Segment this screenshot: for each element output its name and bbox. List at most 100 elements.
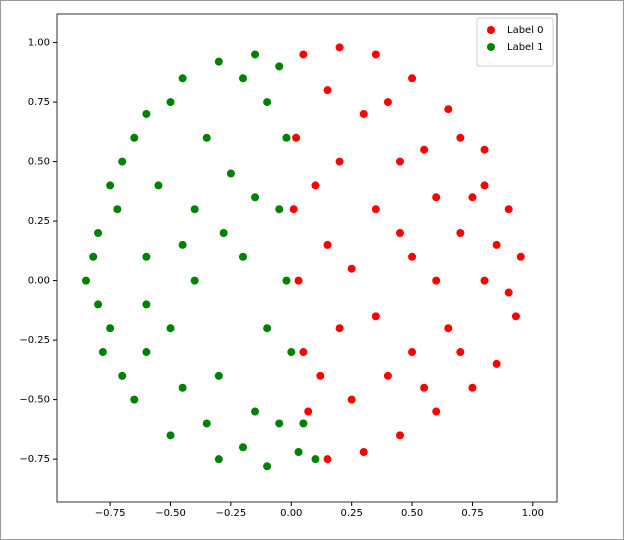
point (219, 229, 228, 238)
point (190, 205, 199, 214)
legend-label: Label 1 (507, 42, 544, 53)
point (311, 455, 320, 464)
x-tick-label: 0.25 (341, 508, 363, 519)
point (383, 98, 392, 107)
point (347, 264, 356, 273)
point (492, 359, 501, 368)
point (166, 324, 175, 333)
x-tick-label: 0.50 (401, 508, 423, 519)
legend-box (476, 17, 554, 67)
point (420, 145, 429, 154)
point (130, 395, 139, 404)
point (516, 252, 525, 261)
point (480, 145, 489, 154)
legend-label: Label 0 (507, 25, 544, 36)
point (456, 348, 465, 357)
point (287, 348, 296, 357)
point (371, 50, 380, 59)
point (178, 240, 187, 249)
point (316, 371, 325, 380)
point (142, 300, 151, 309)
point (106, 181, 115, 190)
x-tick-label: 1.00 (522, 508, 544, 519)
plot-area (81, 43, 525, 471)
point (480, 181, 489, 190)
point (238, 443, 247, 452)
point (371, 205, 380, 214)
point (166, 431, 175, 440)
point (294, 276, 303, 285)
point (238, 74, 247, 83)
point (323, 240, 332, 249)
point (408, 74, 417, 83)
x-tick-label: −0.50 (155, 508, 186, 519)
point (94, 229, 103, 238)
point (456, 133, 465, 142)
point (323, 86, 332, 95)
x-tick-label: −0.75 (95, 508, 126, 519)
point (251, 193, 260, 202)
point (395, 229, 404, 238)
point (238, 252, 247, 261)
point (118, 371, 127, 380)
point (81, 276, 90, 285)
point (142, 348, 151, 357)
y-tick-label: 0.00 (28, 276, 50, 287)
point (504, 205, 513, 214)
point (113, 205, 122, 214)
x-tick-label: 0.00 (280, 508, 302, 519)
point (263, 462, 272, 471)
y-tick-label: 1.00 (28, 38, 50, 49)
point (335, 43, 344, 52)
y-tick-label: −0.25 (19, 335, 50, 346)
point (335, 324, 344, 333)
y-tick-label: 0.75 (28, 97, 50, 108)
point (98, 348, 107, 357)
point (282, 133, 291, 142)
point (294, 448, 303, 457)
point (299, 419, 308, 428)
point (275, 205, 284, 214)
point (335, 157, 344, 166)
point (468, 193, 477, 202)
y-tick-label: 0.25 (28, 216, 50, 227)
point (190, 276, 199, 285)
legend-marker (487, 26, 495, 34)
point (214, 455, 223, 464)
point (214, 57, 223, 66)
point (299, 348, 308, 357)
point (323, 455, 332, 464)
point (130, 133, 139, 142)
y-tick-label: −0.50 (19, 395, 50, 406)
point (408, 348, 417, 357)
point (504, 288, 513, 297)
point (511, 312, 520, 321)
point (106, 324, 115, 333)
point (432, 193, 441, 202)
point (299, 50, 308, 59)
point (492, 240, 501, 249)
point (359, 448, 368, 457)
point (347, 395, 356, 404)
point (166, 98, 175, 107)
point (214, 371, 223, 380)
point (251, 50, 260, 59)
point (282, 276, 291, 285)
point (202, 419, 211, 428)
point (304, 407, 313, 416)
point (383, 371, 392, 380)
point (480, 276, 489, 285)
point (420, 383, 429, 392)
point (432, 407, 441, 416)
point (263, 324, 272, 333)
point (178, 74, 187, 83)
point (444, 324, 453, 333)
point (359, 109, 368, 118)
x-tick-label: 0.75 (461, 508, 483, 519)
point (251, 407, 260, 416)
point (456, 229, 465, 238)
point (154, 181, 163, 190)
point (395, 431, 404, 440)
y-tick-label: 0.50 (28, 157, 50, 168)
